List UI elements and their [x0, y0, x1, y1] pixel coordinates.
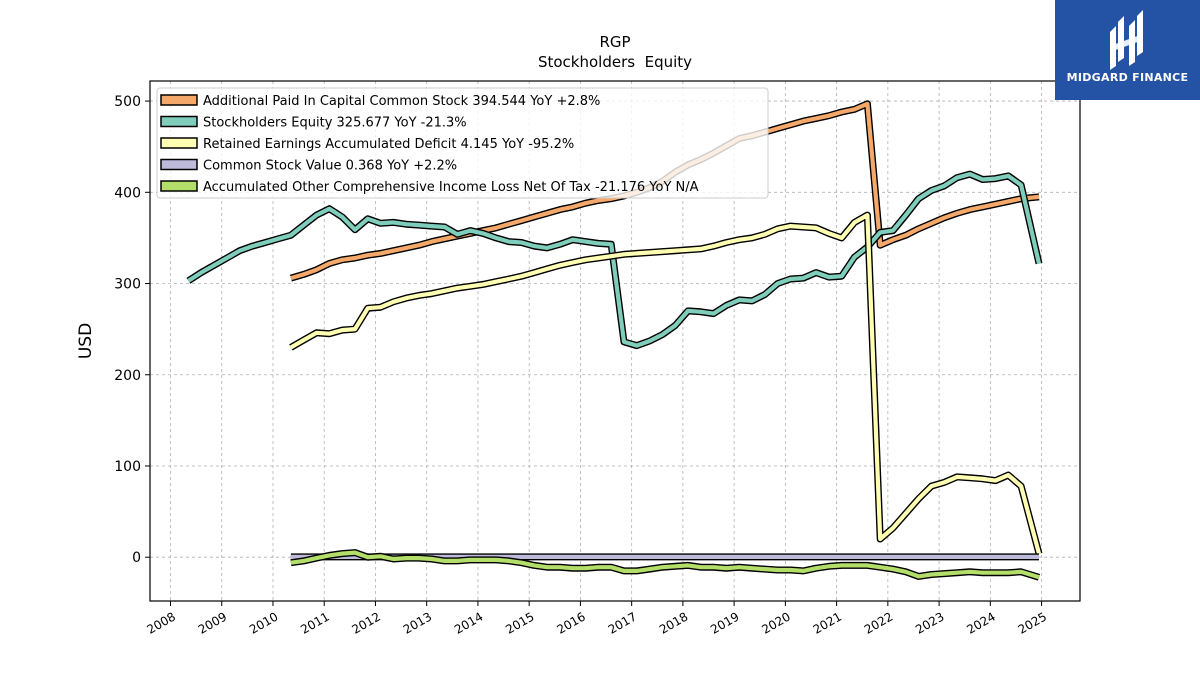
x-tick-label: 2024 [964, 609, 997, 636]
x-tick-label: 2010 [247, 609, 280, 636]
legend-swatch [160, 115, 198, 128]
legend-swatch [160, 137, 198, 149]
series-line [290, 550, 1040, 580]
brand-logo: MIDGARD FINANCE [1055, 0, 1200, 100]
x-tick-label: 2008 [145, 609, 178, 636]
x-tick-label: 2016 [554, 609, 587, 636]
chart-title: RGP [599, 33, 630, 51]
y-tick-label: 500 [114, 94, 141, 110]
x-axis: 2008 2009 2010 2011 2012 2013 2014 2015 2016 2017… [145, 601, 1049, 637]
x-tick-label: 2021 [811, 609, 844, 636]
legend-box [156, 87, 769, 199]
plot-frame [149, 80, 1081, 602]
brand-name: MIDGARD FINANCE [1066, 71, 1189, 84]
y-tick-label: 0 [132, 550, 141, 566]
y-tick-label: 400 [114, 185, 141, 201]
legend-swatch [160, 94, 198, 106]
x-tick-label: 2025 [1016, 609, 1049, 636]
chart-subtitle: Stockholders Equity [538, 53, 692, 71]
x-tick-label: 2011 [298, 609, 331, 636]
legend-label: Retained Earnings Accumulated Deficit 4.… [203, 137, 574, 152]
x-tick-label: 2018 [657, 609, 690, 636]
y-tick-label: 300 [114, 277, 141, 293]
x-tick-label: 2012 [350, 609, 383, 636]
legend-swatch [160, 158, 198, 171]
y-tick-label: 200 [114, 368, 141, 384]
x-tick-label: 2023 [913, 609, 946, 636]
x-tick-label: 2022 [862, 609, 895, 636]
x-tick-label: 2013 [401, 609, 434, 636]
y-tick-label: 100 [114, 459, 141, 475]
x-tick-label: 2014 [452, 609, 485, 636]
series-line [289, 213, 1042, 555]
x-tick-label: 2019 [708, 609, 741, 636]
x-tick-label: 2017 [606, 609, 639, 636]
legend-label: Stockholders Equity 325.677 YoY -21.3% [203, 116, 467, 131]
brand-mark-icon [1110, 10, 1143, 70]
legend-swatch [160, 180, 198, 192]
legend: Additional Paid In Capital Common Stock … [156, 87, 769, 199]
legend-label: Additional Paid In Capital Common Stock … [203, 94, 600, 109]
x-tick-label: 2020 [759, 609, 792, 636]
series-line [187, 172, 1042, 348]
x-tick-label: 2015 [503, 609, 536, 636]
y-axis-label: USD [76, 323, 96, 359]
y-axis: 0 100 200 300 400 500 [114, 94, 150, 566]
legend-label: Accumulated Other Comprehensive Income L… [203, 180, 699, 195]
legend-label: Common Stock Value 0.368 YoY +2.2% [203, 159, 457, 174]
x-tick-label: 2009 [196, 609, 229, 636]
